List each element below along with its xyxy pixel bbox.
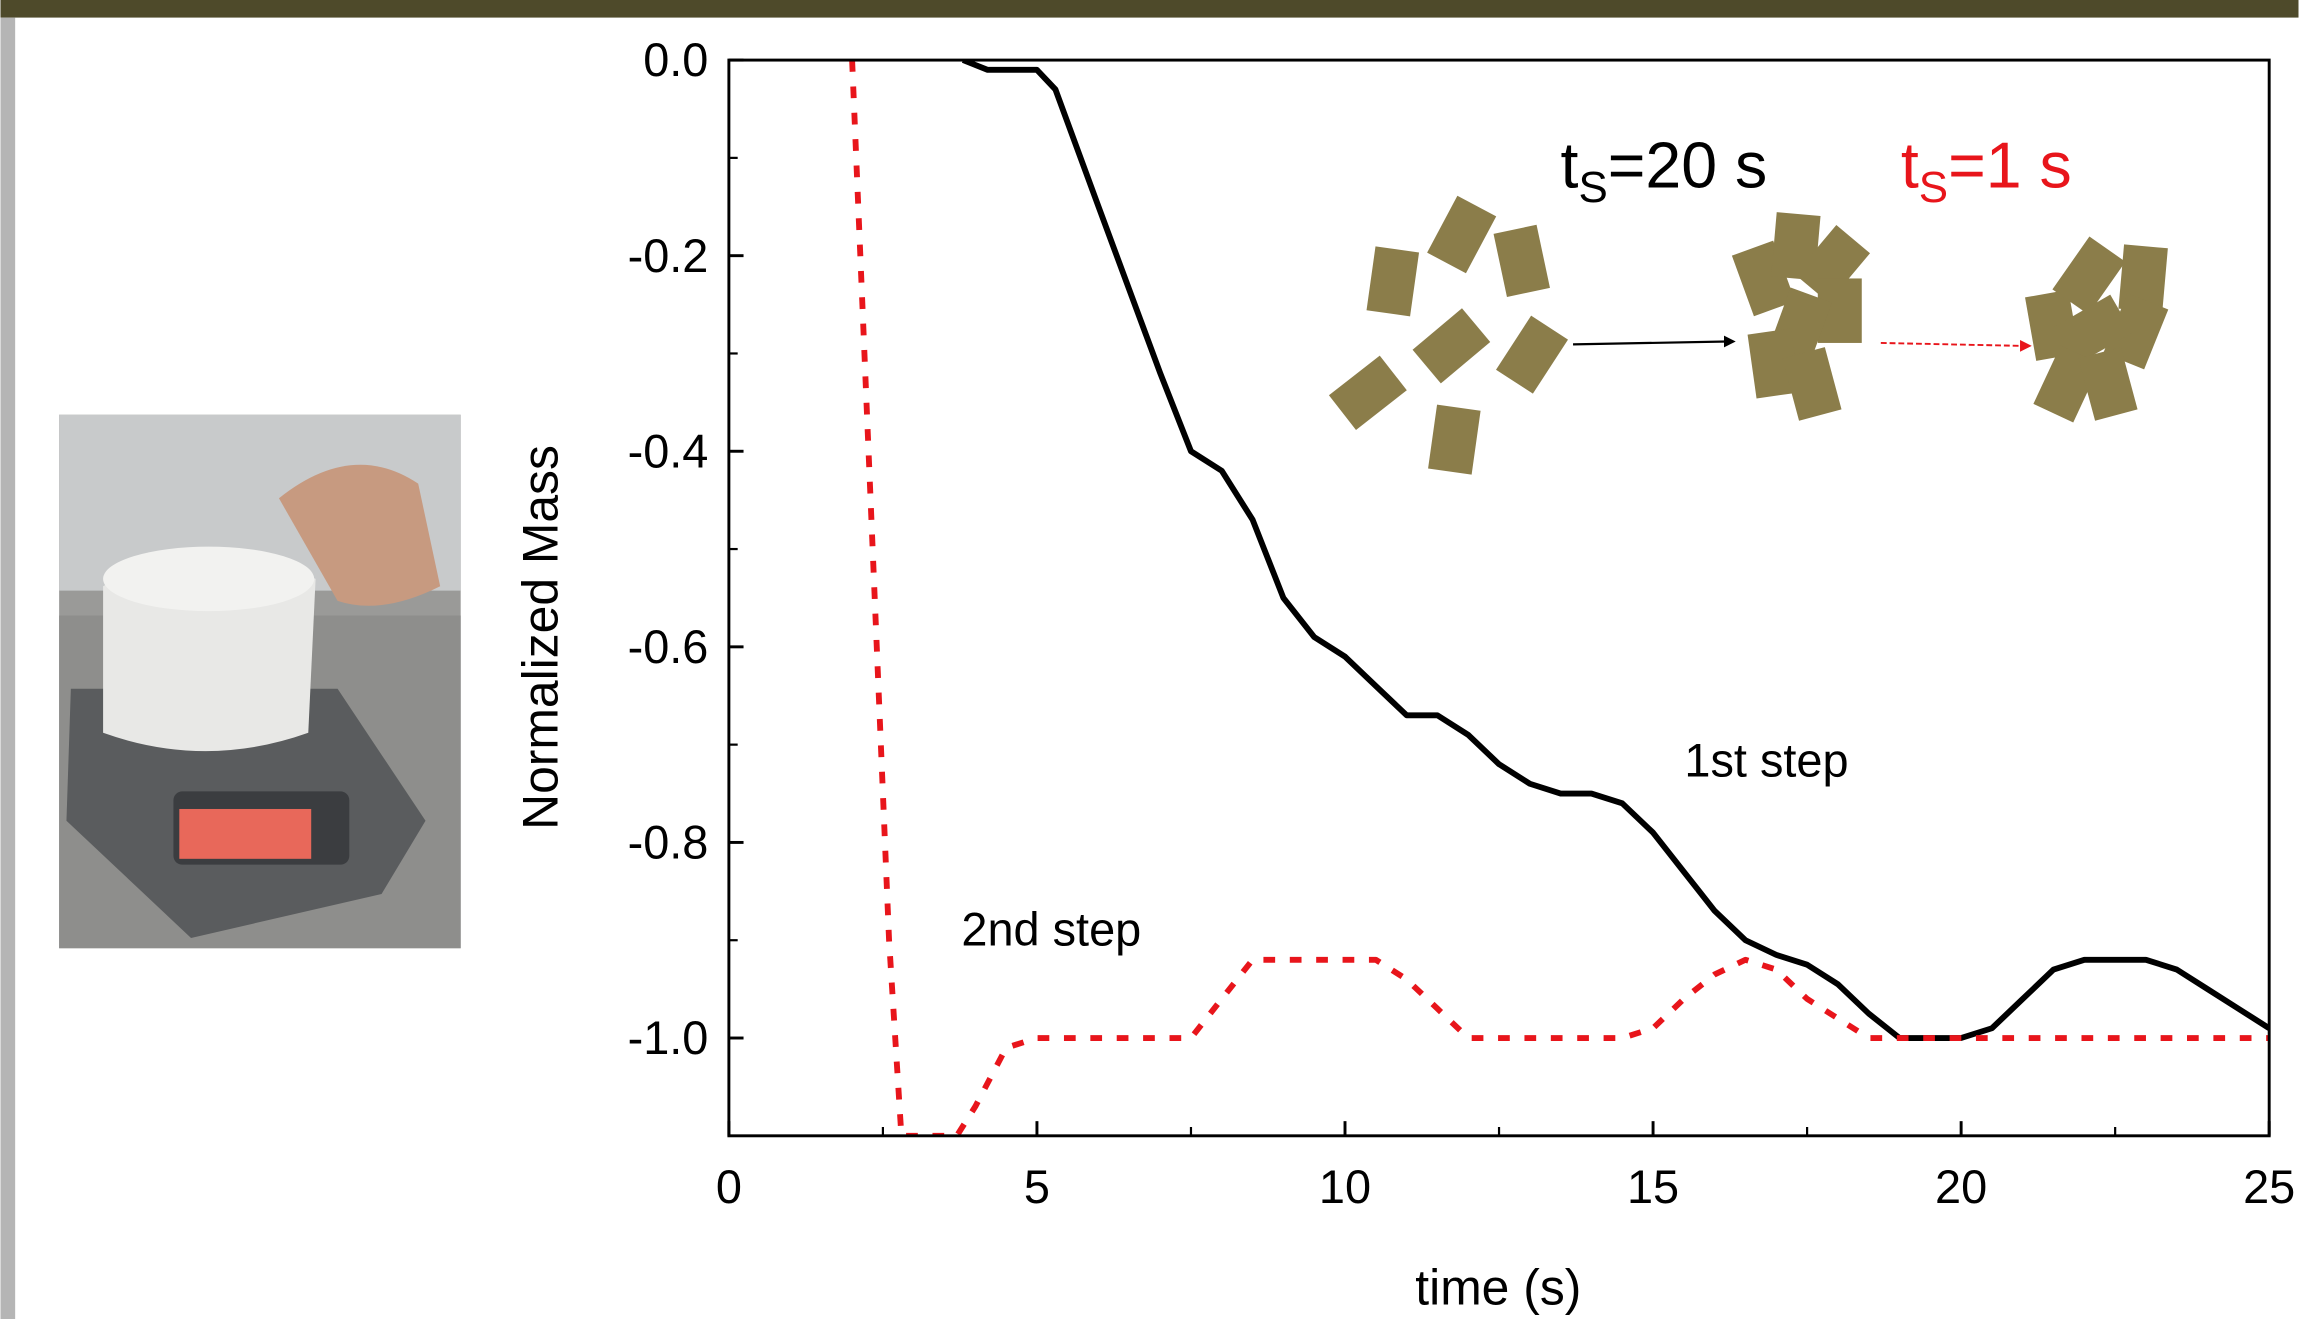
plot-area bbox=[849, 60, 2270, 1136]
line-series bbox=[961, 60, 2270, 1041]
x-tick-label: 10 bbox=[1319, 1161, 1371, 1213]
note: tS=1 s bbox=[1901, 130, 2072, 213]
x-tick-label: 25 bbox=[2243, 1161, 2295, 1213]
y-tick-label: -0.8 bbox=[628, 817, 709, 869]
note-part: S bbox=[1919, 163, 1948, 212]
note-part: t bbox=[1561, 130, 1579, 202]
photo bbox=[59, 414, 461, 949]
note: tS=20 s bbox=[1561, 130, 1768, 213]
y-tick-label: -0.2 bbox=[628, 230, 709, 282]
line-series bbox=[849, 60, 2270, 1136]
plot-frame bbox=[727, 58, 2271, 1138]
note-part: S bbox=[1578, 163, 1607, 212]
y-tick-label: -0.6 bbox=[628, 621, 709, 673]
arrows bbox=[1573, 335, 2032, 352]
particles bbox=[1328, 195, 2169, 475]
x-tick-label: 0 bbox=[716, 1161, 742, 1213]
series-label: 1st step bbox=[1684, 735, 1848, 787]
x-tick-label: 15 bbox=[1627, 1161, 1679, 1213]
y-tick-label: 0.0 bbox=[643, 34, 708, 86]
x-tick-label: 5 bbox=[1024, 1161, 1050, 1213]
y-tick-label: -1.0 bbox=[628, 1012, 709, 1064]
series-label: 2nd step bbox=[961, 903, 1141, 955]
note-part: =1 s bbox=[1948, 130, 2072, 202]
top-bar bbox=[0, 0, 2299, 18]
note-part: t bbox=[1901, 130, 1919, 202]
y-axis-label: Normalized Mass bbox=[512, 445, 568, 830]
plot: 0 5 10 15 20 25 0.0 -0.2 -0.4 -0.6 -0.8 -1.0 bbox=[628, 34, 2296, 1213]
x-axis-label: time (s) bbox=[1415, 1259, 1581, 1315]
note-part: =20 s bbox=[1608, 130, 1768, 202]
left-border bbox=[0, 17, 16, 1319]
x-tick-label: 20 bbox=[1935, 1161, 1987, 1213]
y-tick-label: -0.4 bbox=[628, 425, 709, 477]
